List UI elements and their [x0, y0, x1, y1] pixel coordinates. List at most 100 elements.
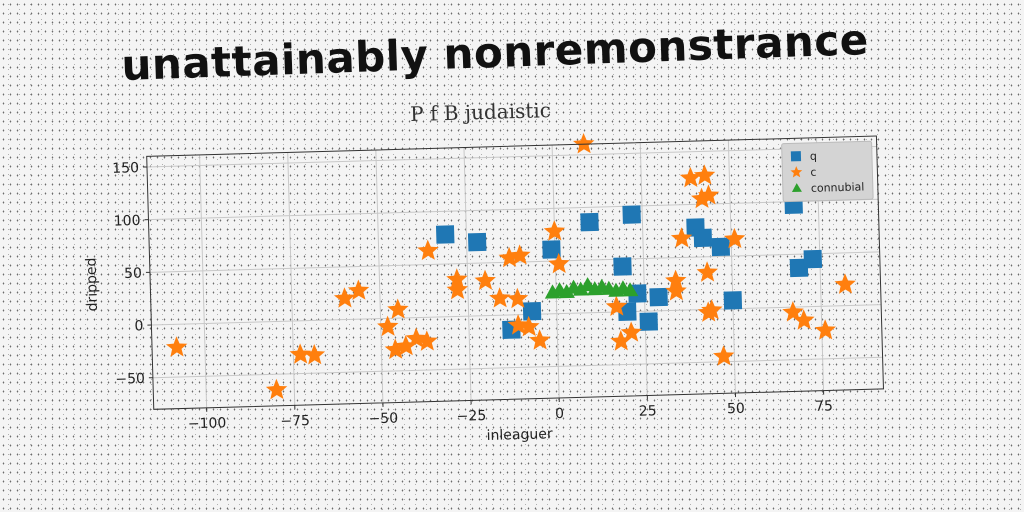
y-tick-label: 150 — [112, 160, 139, 177]
star-point — [793, 309, 815, 330]
grid — [146, 137, 883, 408]
y-gridline — [148, 198, 879, 221]
x-gridline — [639, 142, 648, 396]
triangle-point — [558, 283, 575, 299]
legend-marker — [790, 166, 803, 178]
star-point — [518, 315, 540, 337]
star-point — [693, 164, 716, 185]
star-point — [377, 315, 399, 337]
star-point — [289, 343, 311, 364]
x-gridline — [551, 145, 560, 398]
star-point — [509, 244, 531, 265]
star-point — [416, 330, 438, 351]
y-tick-label: 100 — [114, 213, 141, 230]
star-point — [679, 166, 702, 188]
x-tick-label: 0 — [555, 406, 564, 422]
x-gridline — [287, 152, 296, 406]
star-point — [834, 273, 856, 294]
star-point — [605, 295, 628, 317]
y-gridline — [146, 146, 877, 168]
square-point — [723, 291, 743, 310]
star-point — [573, 132, 595, 154]
square-point — [435, 225, 455, 244]
x-tick-label: 25 — [639, 403, 657, 419]
star-point — [446, 268, 468, 289]
star-point — [691, 187, 713, 209]
legend-label: q — [810, 150, 817, 163]
y-tick-label: 50 — [124, 266, 142, 282]
star-point — [417, 239, 439, 261]
star-point — [507, 314, 529, 335]
star-point — [405, 327, 427, 349]
star-point — [387, 298, 409, 319]
star-point — [474, 269, 496, 291]
star-point — [713, 345, 735, 366]
star-point — [489, 287, 511, 308]
x-gridline — [375, 149, 384, 403]
x-tick-label: −100 — [188, 415, 227, 432]
square-point — [580, 212, 599, 232]
square-point — [789, 258, 809, 278]
star-point — [529, 329, 551, 350]
triangle-point — [572, 281, 589, 296]
legend-marker — [791, 183, 802, 192]
plot-frame — [146, 135, 884, 410]
square-point — [803, 249, 823, 269]
star-point — [665, 269, 687, 291]
square-point — [622, 205, 641, 224]
y-tick-label: 0 — [134, 318, 143, 334]
star-point — [303, 343, 326, 365]
star-point — [265, 378, 288, 400]
chart-title: P f B judaistic — [410, 98, 551, 126]
tick-labels: −100 −75 −50 −25 0 25 50 75 −50 0 50 100 150 — [112, 160, 833, 432]
x-axis-label: inleaguer — [486, 426, 553, 444]
star-point — [347, 279, 370, 301]
star-point — [696, 261, 718, 282]
star-point — [697, 184, 720, 205]
square-point — [639, 312, 659, 331]
star-point — [610, 330, 632, 351]
triangle-point — [622, 282, 639, 297]
x-tick-label: 75 — [815, 398, 833, 414]
x-gridline — [199, 154, 208, 408]
star-point — [723, 227, 746, 249]
square-point — [467, 232, 487, 252]
scatter-chart: P f B judaistic −100 −75 −50 −25 0 25 50 75 −50 0… — [65, 83, 904, 456]
x-gridline — [727, 140, 736, 394]
data-points — [165, 132, 856, 400]
star-point — [165, 336, 188, 357]
star-point — [670, 227, 693, 248]
legend-marker — [790, 151, 802, 162]
legend-label: c — [810, 166, 816, 179]
square-point — [618, 302, 637, 321]
x-tick-label: −75 — [280, 413, 310, 430]
star-point — [395, 335, 417, 356]
square-point — [613, 257, 632, 276]
square-point — [649, 287, 668, 307]
square-point — [711, 237, 730, 257]
square-point — [693, 228, 713, 248]
y-gridline — [152, 356, 883, 379]
square-point — [522, 301, 542, 321]
star-point — [446, 278, 468, 300]
x-gridline — [463, 147, 472, 401]
star-point — [333, 287, 356, 308]
star-point — [665, 280, 687, 301]
legend-box — [781, 140, 874, 203]
star-point — [814, 319, 837, 340]
star-point — [506, 287, 529, 309]
chart-canvas: P f B judaistic −100 −75 −50 −25 0 25 50 75 −50 0… — [84, 98, 884, 444]
square-point — [542, 240, 561, 259]
x-tick-label: 50 — [727, 401, 745, 417]
y-tick-label: −50 — [115, 371, 145, 388]
page-title: unattainably nonremonstrance — [120, 14, 870, 91]
x-tick-label: −50 — [368, 410, 398, 427]
star-point — [701, 299, 723, 320]
y-gridline — [151, 304, 882, 326]
y-axis-label: dripped — [84, 257, 101, 311]
star-point — [543, 220, 566, 241]
star-point — [548, 252, 570, 274]
star-point — [620, 321, 643, 343]
legend-label: connubial — [811, 180, 865, 194]
